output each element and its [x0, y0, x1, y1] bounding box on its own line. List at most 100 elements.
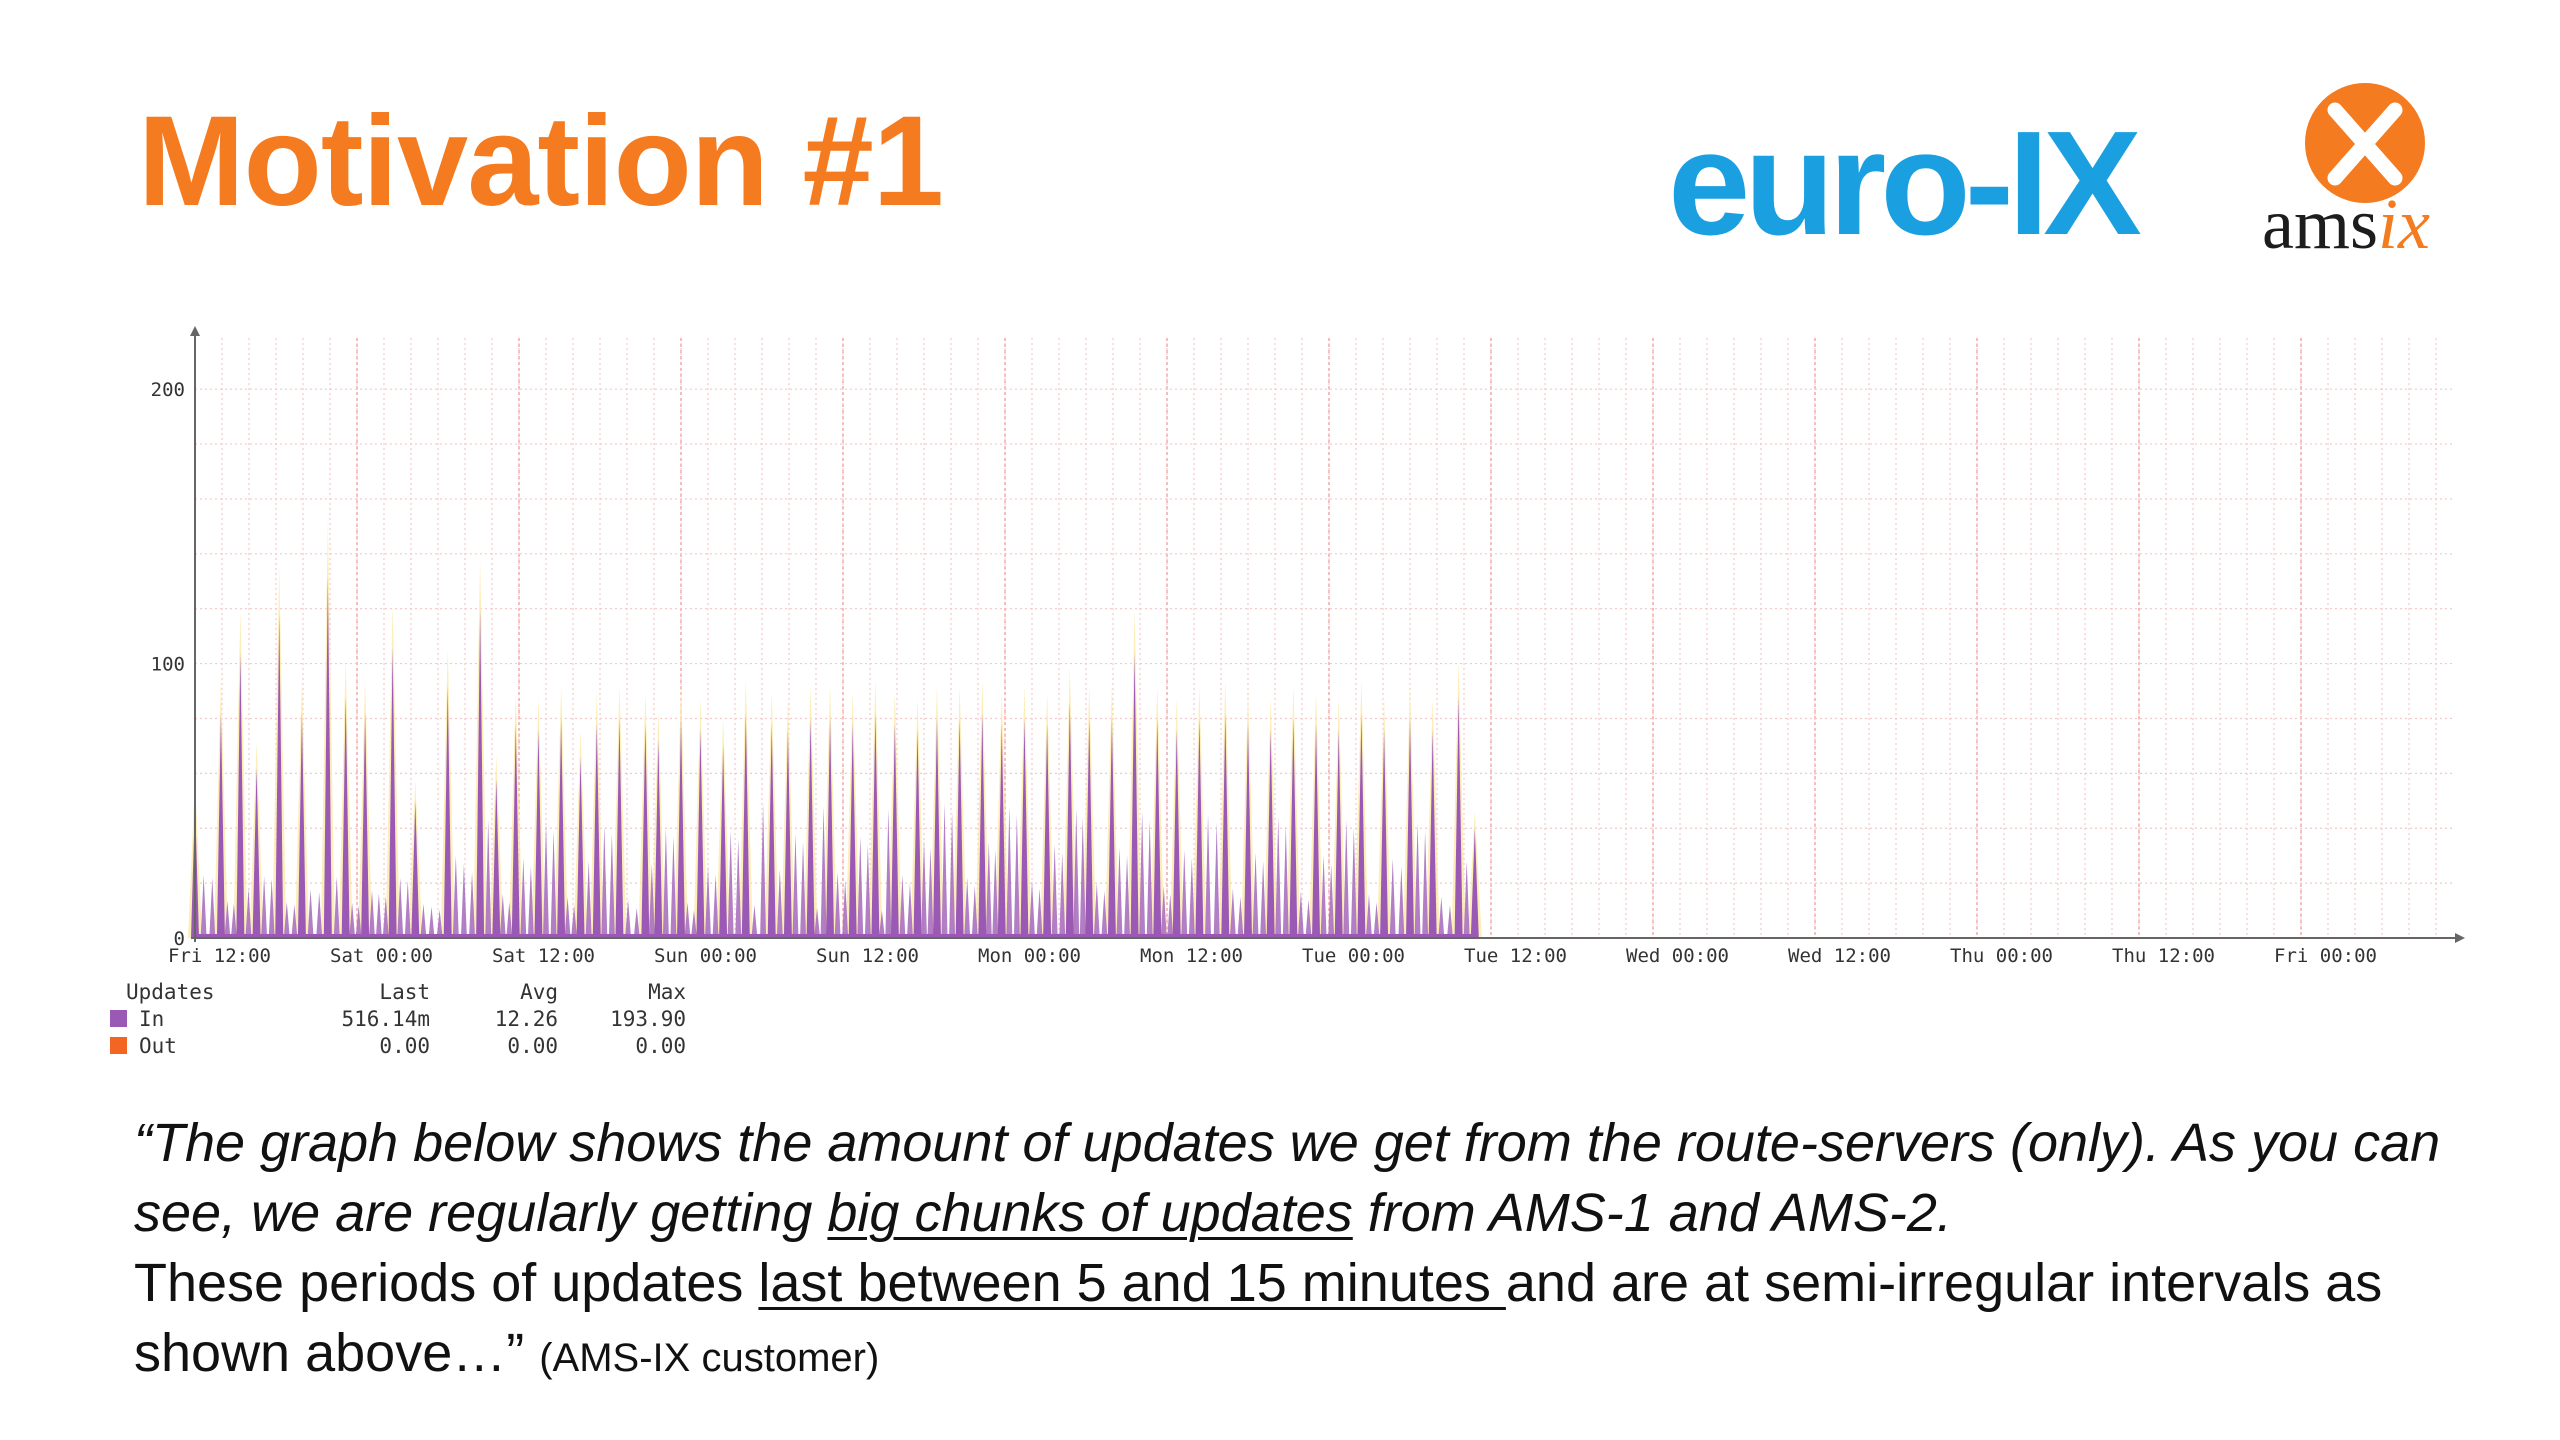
data-spike-small	[1036, 888, 1043, 938]
data-spike-small	[469, 872, 476, 938]
data-spike-in	[576, 756, 585, 938]
legend-swatch-in	[110, 1010, 127, 1027]
data-spike-small	[520, 858, 527, 938]
x-tick-label: Mon 00:00	[978, 945, 1081, 967]
data-spike-small	[368, 890, 375, 938]
data-spike-in	[557, 718, 566, 938]
data-spike-in	[890, 723, 899, 938]
data-spike-small	[1101, 891, 1108, 938]
data-spike-small	[261, 875, 268, 938]
legend-swatch-out	[110, 1037, 127, 1054]
data-spike-in	[492, 778, 501, 938]
data-spike-small	[291, 904, 298, 938]
x-tick-label: Sat 00:00	[330, 945, 433, 967]
data-spike-small	[1446, 905, 1453, 938]
x-tick-label: Wed 12:00	[1788, 945, 1891, 967]
data-spike-small	[543, 822, 549, 938]
euroix-logo: euro-IX	[1668, 101, 2142, 266]
data-spike-in	[592, 723, 601, 938]
data-spike-in	[511, 723, 520, 938]
updates-chart-svg: 0 100 200 Fri 12:00 Sat 00:00 Sat 12:00 Sun 00…	[151, 326, 2465, 967]
legend-header-last: Last	[379, 979, 430, 1004]
legend-header-name: Updates	[126, 979, 215, 1004]
data-spike-small	[985, 841, 992, 938]
data-spike-in	[997, 723, 1006, 938]
data-spike-in	[719, 745, 728, 938]
legend-last-in: 516.14m	[341, 1006, 430, 1031]
data-spike-small	[1124, 855, 1131, 938]
legend-max-in: 193.90	[610, 1006, 686, 1031]
data-spike-small	[735, 839, 742, 938]
data-spike-small	[906, 883, 913, 938]
plot-background	[195, 338, 2455, 938]
data-spike-in	[1244, 723, 1252, 938]
amsix-logo-prefix: ams	[2262, 184, 2378, 264]
quote-attribution: (AMS-IX customer)	[539, 1336, 880, 1380]
data-spike-in	[741, 712, 750, 938]
data-spike-small	[727, 830, 734, 938]
data-spike-in	[1195, 718, 1204, 938]
data-spike-small	[1373, 902, 1380, 938]
data-spike-small	[760, 803, 767, 938]
data-spike-small	[1167, 894, 1174, 938]
data-spike-in	[1334, 729, 1343, 938]
data-spike-small	[397, 877, 404, 938]
data-spike-in	[826, 718, 835, 938]
data-spike-in	[848, 723, 857, 938]
data-spike-small	[1438, 896, 1445, 938]
data-spike-small	[224, 900, 231, 938]
data-spike-in	[1312, 723, 1321, 938]
legend-header-max: Max	[648, 979, 686, 1004]
legend-avg-in: 12.26	[494, 1006, 558, 1031]
data-spike-in	[871, 712, 880, 938]
data-spike-small	[800, 841, 807, 938]
data-spike-small	[1237, 896, 1244, 938]
data-spike-small	[571, 905, 578, 938]
data-spike-in	[1153, 718, 1162, 938]
data-spike-small	[1282, 825, 1289, 938]
data-spike-in	[411, 800, 420, 938]
data-spike-small	[1073, 809, 1080, 938]
data-spike-small	[355, 905, 362, 938]
data-spike-in	[1289, 718, 1298, 938]
data-spike-small	[268, 878, 275, 938]
data-spike-small	[964, 877, 971, 938]
data-spike-small	[1079, 817, 1086, 938]
data-spike-small	[485, 820, 492, 938]
data-spike-in	[1406, 718, 1414, 938]
legend-max-out: 0.00	[635, 1033, 686, 1058]
data-spike-small	[283, 901, 290, 938]
data-spike-small	[1146, 820, 1153, 938]
data-spike-small	[1463, 861, 1470, 938]
data-spike-small	[1029, 880, 1035, 938]
data-spike-small	[460, 863, 467, 938]
slide-title: Motivation #1	[138, 90, 944, 233]
data-spike-small	[921, 839, 927, 938]
legend-row-out: Out 0.00 0.00 0.00	[110, 1032, 686, 1059]
data-spike-small	[601, 825, 608, 938]
legend-avg-out: 0.00	[507, 1033, 558, 1058]
data-spike-small	[885, 809, 892, 938]
data-spike-small	[1398, 866, 1405, 938]
chart-legend: Updates Last Avg Max In 516.14m 12.26 19…	[110, 978, 686, 1059]
data-spike-small	[1365, 894, 1372, 938]
data-spike-small	[506, 902, 513, 938]
data-spike-small	[751, 905, 758, 938]
data-spike-small	[927, 847, 934, 938]
data-spike-small	[1013, 814, 1020, 938]
data-spike-small	[316, 892, 323, 938]
data-spike-small	[776, 869, 783, 938]
data-spike-small	[1320, 855, 1327, 938]
data-spike-small	[452, 855, 459, 938]
data-spike-in	[806, 718, 815, 938]
data-spike-small	[245, 888, 252, 938]
data-spike-in	[388, 647, 397, 938]
data-spike-small	[712, 874, 719, 938]
data-spike-small	[499, 894, 506, 938]
data-spike-small	[1252, 852, 1259, 938]
data-spike-small	[1422, 830, 1429, 938]
data-spike-small	[941, 803, 948, 938]
amsix-logo: amsix	[2262, 188, 2430, 260]
data-spike-small	[375, 893, 382, 938]
data-spike-small	[230, 903, 237, 938]
